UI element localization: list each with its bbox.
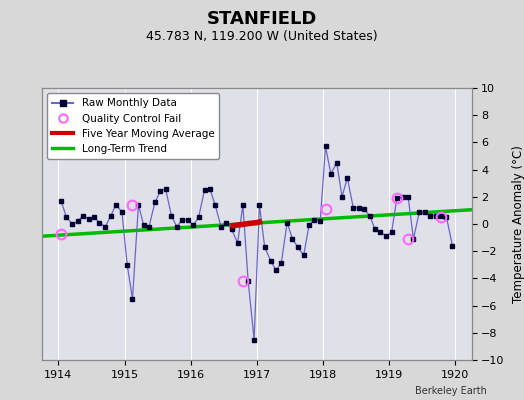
- Y-axis label: Temperature Anomaly (°C): Temperature Anomaly (°C): [511, 145, 524, 303]
- Text: Berkeley Earth: Berkeley Earth: [416, 386, 487, 396]
- Text: 45.783 N, 119.200 W (United States): 45.783 N, 119.200 W (United States): [146, 30, 378, 43]
- Text: STANFIELD: STANFIELD: [207, 10, 317, 28]
- Legend: Raw Monthly Data, Quality Control Fail, Five Year Moving Average, Long-Term Tren: Raw Monthly Data, Quality Control Fail, …: [47, 93, 220, 159]
